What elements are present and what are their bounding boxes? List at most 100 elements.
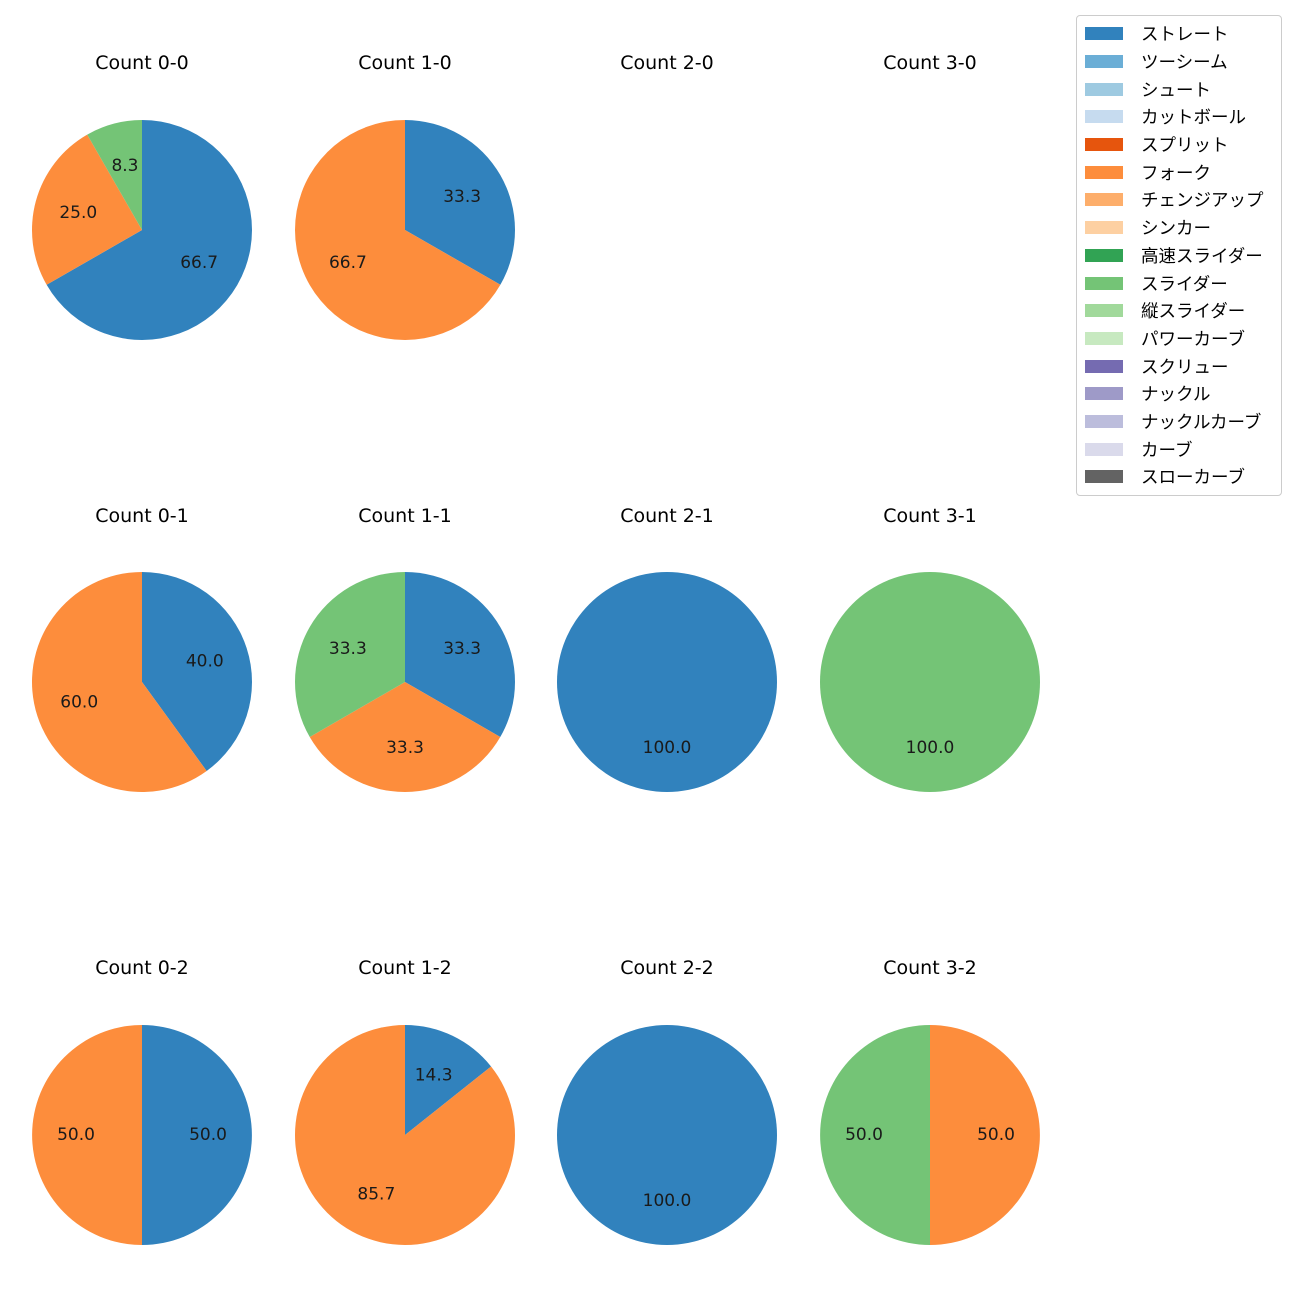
legend-item: スクリュー bbox=[1077, 352, 1281, 380]
legend-swatch bbox=[1085, 248, 1123, 262]
pie-slice-count-0-0-1 bbox=[31, 134, 142, 285]
legend-swatch bbox=[1085, 331, 1123, 345]
pie-title: Count 2-1 bbox=[620, 505, 714, 527]
legend-swatch bbox=[1085, 110, 1123, 124]
legend-item: 縦スライダー bbox=[1077, 297, 1281, 325]
pie-count-3-0: Count 3-0 bbox=[883, 52, 977, 74]
pie-slice-count-1-0-0 bbox=[405, 120, 515, 285]
pie-slice-label: 33.3 bbox=[443, 639, 481, 659]
legend-label: カーブ bbox=[1141, 440, 1193, 461]
pie-title: Count 1-0 bbox=[358, 52, 452, 74]
pie-count-0-2: Count 0-2 50.0 50.0 bbox=[32, 957, 252, 1245]
pie-title: Count 3-0 bbox=[883, 52, 977, 74]
legend-swatch bbox=[1085, 470, 1123, 484]
pie-slice-label: 50.0 bbox=[845, 1125, 883, 1145]
pie-slice-label: 50.0 bbox=[57, 1125, 95, 1145]
pie-slice-label: 33.3 bbox=[443, 187, 481, 207]
legend-item: 高速スライダー bbox=[1077, 242, 1281, 270]
legend-swatch bbox=[1085, 82, 1123, 96]
legend-label: シンカー bbox=[1141, 219, 1211, 240]
legend-item: シュート bbox=[1077, 75, 1281, 103]
pie-slice-count-2-2-0 bbox=[557, 1025, 777, 1245]
legend-item: カットボール bbox=[1077, 103, 1281, 131]
legend-item: スプリット bbox=[1077, 131, 1281, 159]
pie-count-1-0: Count 1-0 33.3 66.7 bbox=[295, 52, 515, 341]
legend-label: チェンジアップ bbox=[1141, 191, 1264, 212]
pie-slice-count-1-1-2 bbox=[295, 572, 405, 737]
legend-item: カーブ bbox=[1077, 435, 1281, 463]
legend-label: スプリット bbox=[1141, 136, 1229, 157]
legend-swatch bbox=[1085, 359, 1123, 373]
pie-count-1-1: Count 1-1 33.3 33.3 33.3 bbox=[295, 505, 515, 792]
legend-item: ツーシーム bbox=[1077, 48, 1281, 76]
pie-title: Count 0-0 bbox=[95, 52, 189, 74]
pie-title: Count 1-1 bbox=[358, 505, 452, 527]
pie-slice-count-1-2-0 bbox=[405, 1025, 492, 1135]
legend-swatch bbox=[1085, 27, 1123, 41]
legend-item: チェンジアップ bbox=[1077, 186, 1281, 214]
pie-count-2-0: Count 2-0 bbox=[620, 52, 714, 74]
legend-swatch bbox=[1085, 304, 1123, 318]
pie-slice-count-0-2-0 bbox=[142, 1025, 252, 1245]
legend-item: ストレート bbox=[1077, 20, 1281, 48]
pie-slice-count-0-0-2 bbox=[87, 120, 142, 230]
pie-title: Count 2-2 bbox=[620, 957, 714, 979]
legend-swatch bbox=[1085, 55, 1123, 69]
pie-title: Count 0-2 bbox=[95, 957, 189, 979]
legend-label: フォーク bbox=[1141, 163, 1211, 184]
pie-slice-label: 50.0 bbox=[189, 1125, 227, 1145]
pie-title: Count 0-1 bbox=[95, 505, 189, 527]
pie-count-3-2: Count 3-2 50.0 50.0 bbox=[820, 957, 1040, 1245]
pie-count-3-1: Count 3-1 100.0 bbox=[820, 505, 1040, 792]
legend-swatch bbox=[1085, 193, 1123, 207]
legend-swatch bbox=[1085, 387, 1123, 401]
pie-slice-label: 33.3 bbox=[329, 639, 367, 659]
legend-swatch bbox=[1085, 442, 1123, 456]
pie-slice-label: 100.0 bbox=[643, 1191, 692, 1211]
pie-title: Count 2-0 bbox=[620, 52, 714, 74]
pie-slice-label: 33.3 bbox=[386, 738, 424, 758]
legend-label: スローカーブ bbox=[1141, 468, 1245, 489]
pie-slice-label: 40.0 bbox=[186, 652, 224, 672]
pie-count-2-1: Count 2-1 100.0 bbox=[557, 505, 777, 792]
legend-item: ナックルカーブ bbox=[1077, 408, 1281, 436]
pie-count-2-2: Count 2-2 100.0 bbox=[557, 957, 777, 1245]
pie-slice-label: 100.0 bbox=[906, 738, 955, 758]
pie-slice-count-3-1-0 bbox=[820, 572, 1040, 792]
pie-slice-count-3-2-0 bbox=[930, 1025, 1040, 1245]
pie-count-0-1: Count 0-1 40.0 60.0 bbox=[32, 505, 253, 792]
pie-slice-label: 25.0 bbox=[59, 203, 97, 223]
pie-count-1-2: Count 1-2 14.3 85.7 bbox=[295, 957, 515, 1245]
pie-slice-label: 14.3 bbox=[415, 1066, 453, 1086]
legend-label: ツーシーム bbox=[1141, 53, 1228, 74]
pie-slice-label: 50.0 bbox=[977, 1125, 1015, 1145]
legend-label: 縦スライダー bbox=[1141, 302, 1246, 323]
legend-swatch bbox=[1085, 138, 1123, 152]
legend-swatch bbox=[1085, 221, 1123, 235]
legend-label: ストレート bbox=[1141, 25, 1229, 46]
legend-item: フォーク bbox=[1077, 158, 1281, 186]
pie-title: Count 3-1 bbox=[883, 505, 977, 527]
legend-item: スライダー bbox=[1077, 269, 1281, 297]
legend-label: ナックル bbox=[1141, 385, 1211, 406]
legend-label: パワーカーブ bbox=[1141, 329, 1245, 350]
legend-item: パワーカーブ bbox=[1077, 325, 1281, 353]
pie-slice-label: 8.3 bbox=[111, 156, 138, 176]
legend-item: シンカー bbox=[1077, 214, 1281, 242]
legend-label: 高速スライダー bbox=[1141, 246, 1263, 267]
pie-slice-label: 100.0 bbox=[643, 738, 692, 758]
legend-label: スライダー bbox=[1141, 274, 1228, 295]
legend-label: シュート bbox=[1141, 80, 1211, 101]
pie-slice-count-1-0-1 bbox=[295, 120, 501, 341]
pie-slice-count-1-1-1 bbox=[309, 682, 501, 792]
pie-count-0-0: Count 0-0 66.7 25.0 8.3 bbox=[31, 52, 253, 340]
legend-label: ナックルカーブ bbox=[1141, 412, 1262, 433]
pie-title: Count 3-2 bbox=[883, 957, 977, 979]
pie-title: Count 1-2 bbox=[358, 957, 452, 979]
pie-slice-count-0-1-0 bbox=[142, 572, 253, 771]
pie-slice-label: 66.7 bbox=[180, 253, 218, 273]
pie-slice-count-0-2-1 bbox=[32, 1025, 142, 1245]
pie-slice-count-0-0-0 bbox=[46, 120, 253, 340]
pie-slice-label: 60.0 bbox=[60, 692, 98, 712]
